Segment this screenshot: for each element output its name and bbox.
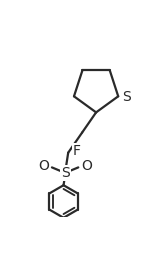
Text: O: O bbox=[81, 159, 92, 173]
Text: F: F bbox=[73, 144, 81, 158]
Text: S: S bbox=[122, 90, 131, 104]
Text: S: S bbox=[61, 166, 69, 180]
Text: O: O bbox=[38, 159, 49, 173]
